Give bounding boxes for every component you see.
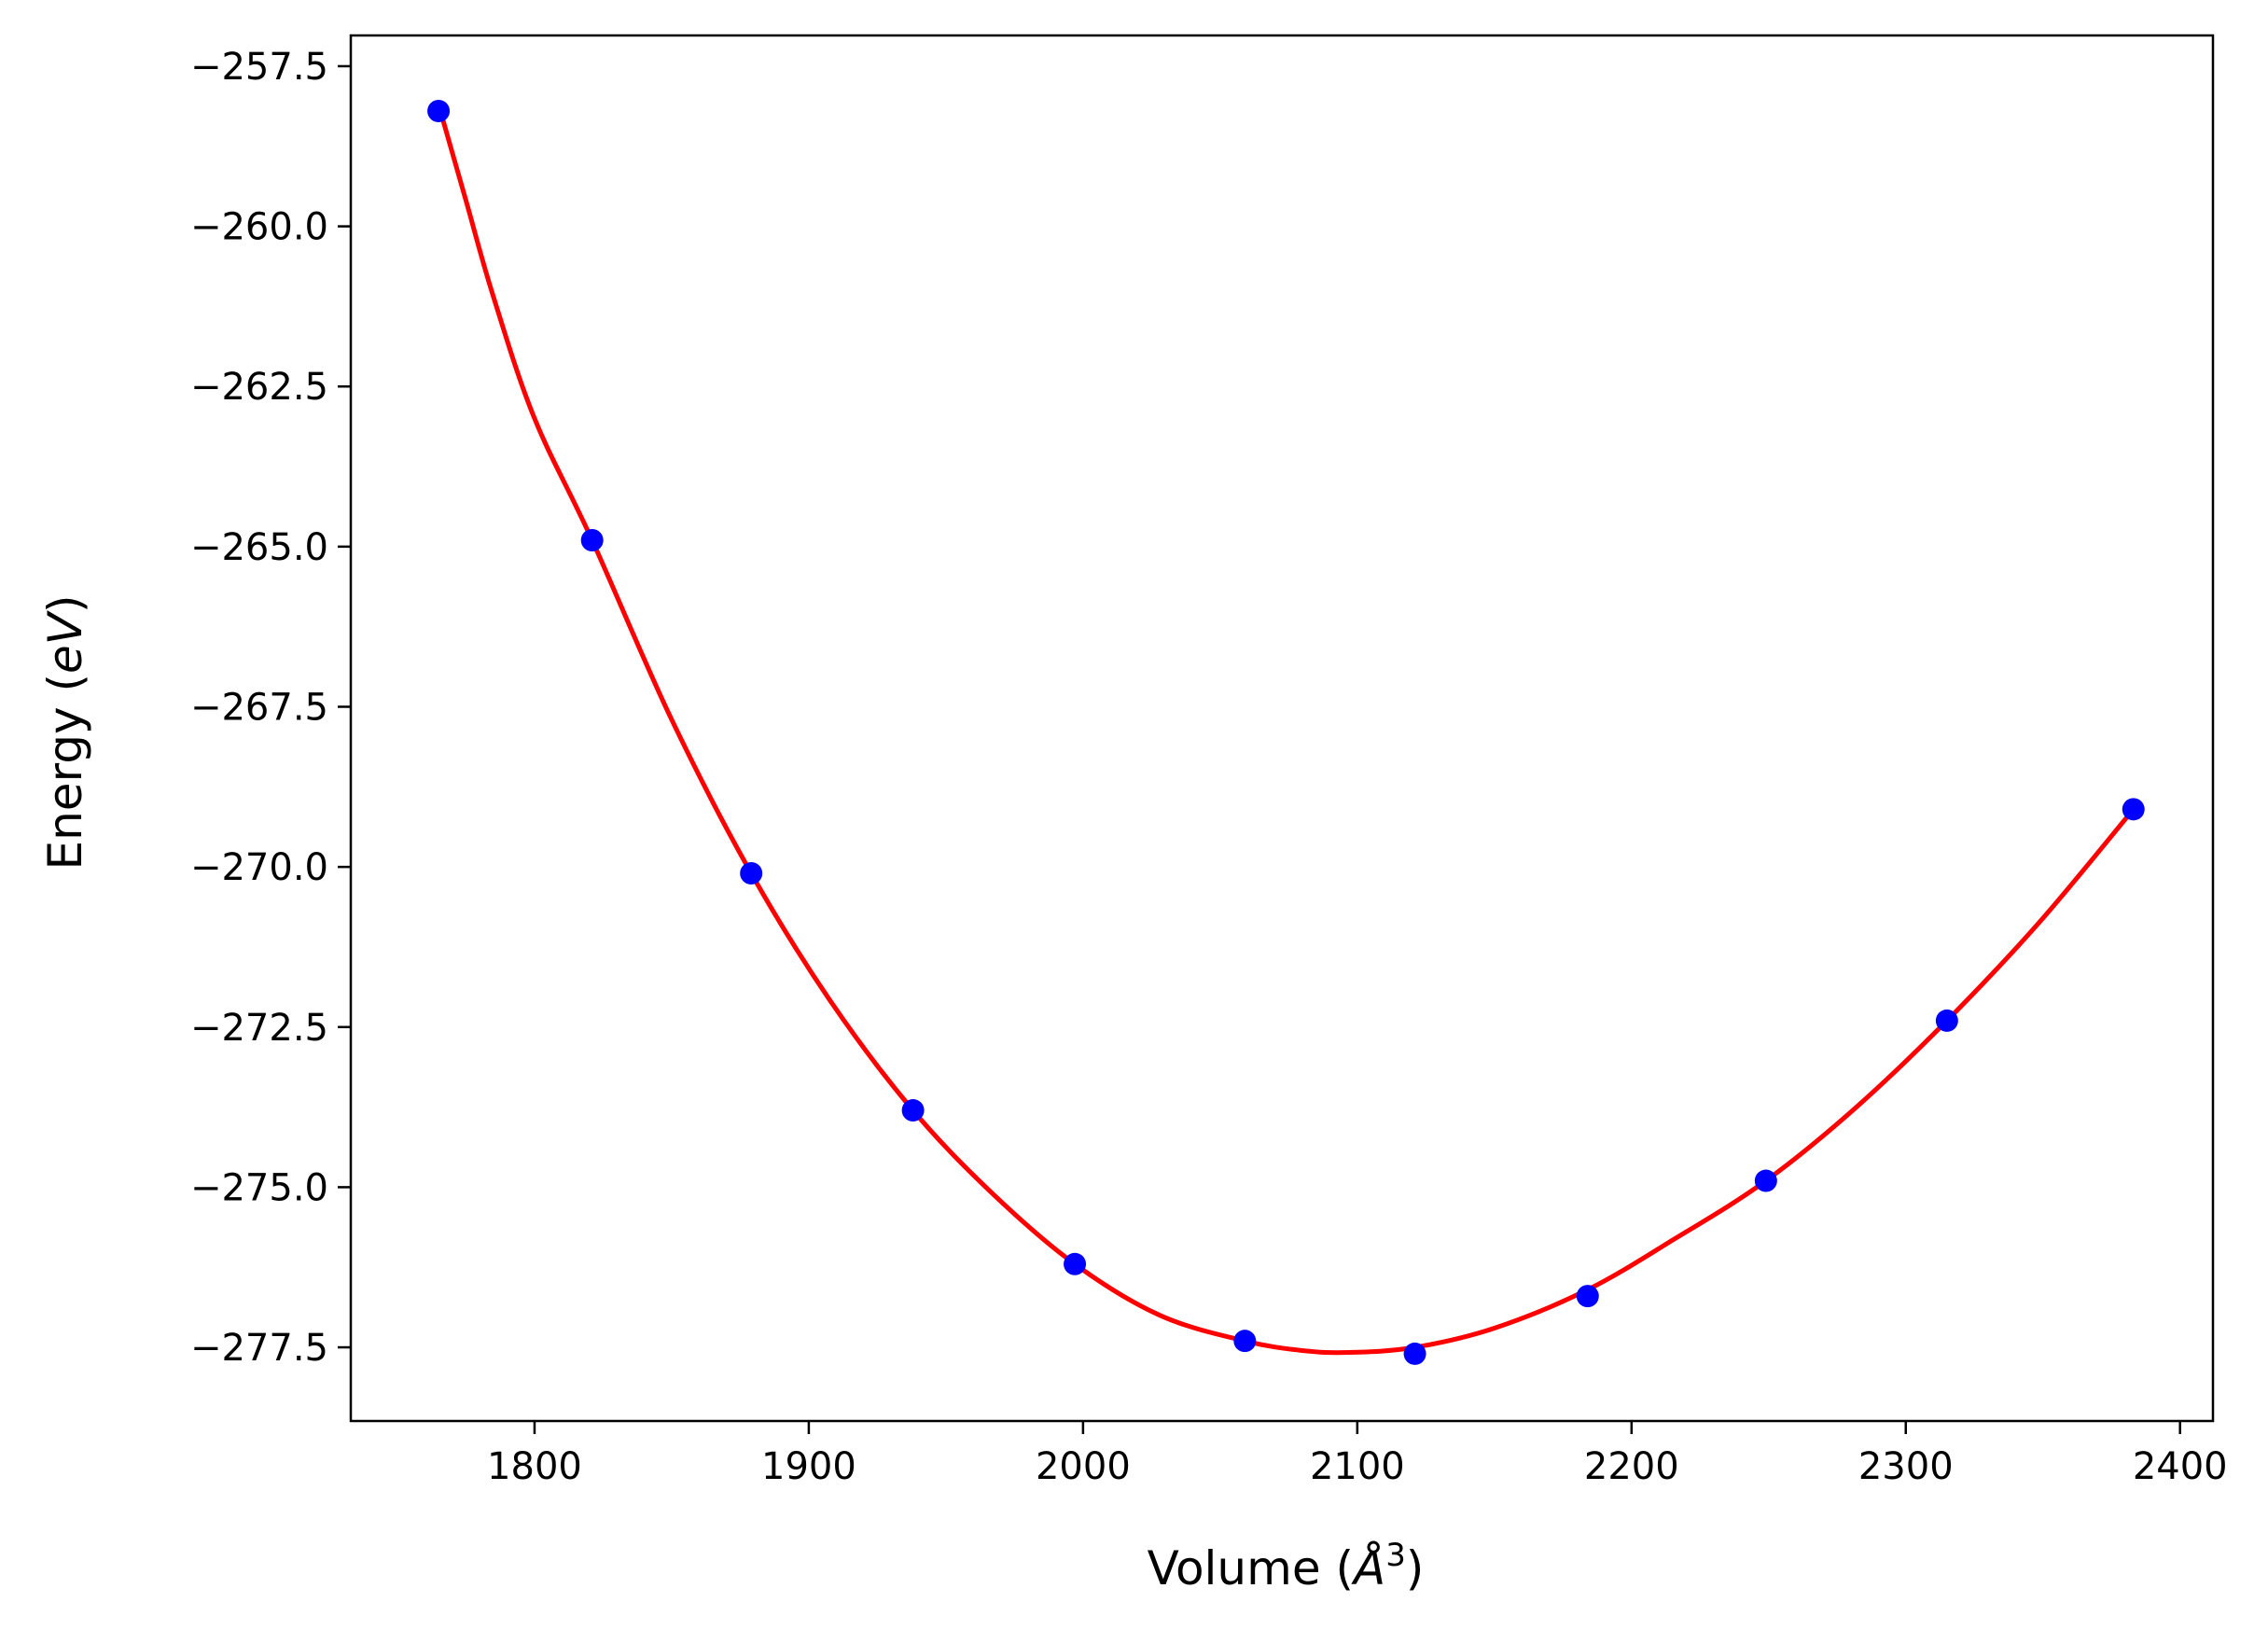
- fit-curve: [436, 104, 2136, 1356]
- data-point: [901, 1099, 925, 1122]
- data-point: [740, 862, 763, 885]
- y-tick-label: −257.5: [190, 46, 328, 89]
- y-tick-label: −260.0: [190, 206, 328, 249]
- data-point: [580, 528, 604, 551]
- x-tick-label: 2300: [1858, 1445, 1954, 1488]
- data-point: [1403, 1342, 1426, 1365]
- data-point: [1935, 1009, 1958, 1032]
- fit-curve-layer: [436, 104, 2136, 1356]
- y-tick-label: −270.0: [190, 846, 328, 889]
- data-point: [1576, 1285, 1599, 1308]
- y-tick-label: −275.0: [190, 1166, 328, 1209]
- x-tick-label: 2000: [1036, 1445, 1131, 1488]
- x-axis-ticks: 1800 1900 2000 2100 2200 2300 2400: [487, 1421, 2228, 1488]
- data-point: [1233, 1330, 1257, 1353]
- y-axis-ticks: −257.5 −260.0 −262.5 −265.0 −267.5 −270.0 −272…: [190, 46, 351, 1370]
- x-tick-label: 1900: [761, 1445, 856, 1488]
- y-tick-label: −267.5: [190, 687, 328, 730]
- x-axis-label: Volume (Å3): [1148, 1537, 1425, 1595]
- y-tick-label: −272.5: [190, 1007, 328, 1050]
- y-axis-label: Energy (eV): [38, 595, 92, 871]
- x-tick-label: 2200: [1584, 1445, 1679, 1488]
- data-point: [2122, 798, 2145, 821]
- data-point: [1064, 1252, 1087, 1275]
- x-tick-label: 1800: [487, 1445, 582, 1488]
- y-tick-label: −262.5: [190, 366, 328, 409]
- y-tick-label: −277.5: [190, 1327, 328, 1370]
- y-tick-label: −265.0: [190, 526, 328, 569]
- plot-area-frame: [349, 34, 2215, 1423]
- data-points-layer: [427, 100, 2145, 1365]
- data-point: [1754, 1169, 1777, 1192]
- x-tick-label: 2400: [2133, 1445, 2228, 1488]
- data-point: [427, 100, 451, 123]
- x-tick-label: 2100: [1310, 1445, 1405, 1488]
